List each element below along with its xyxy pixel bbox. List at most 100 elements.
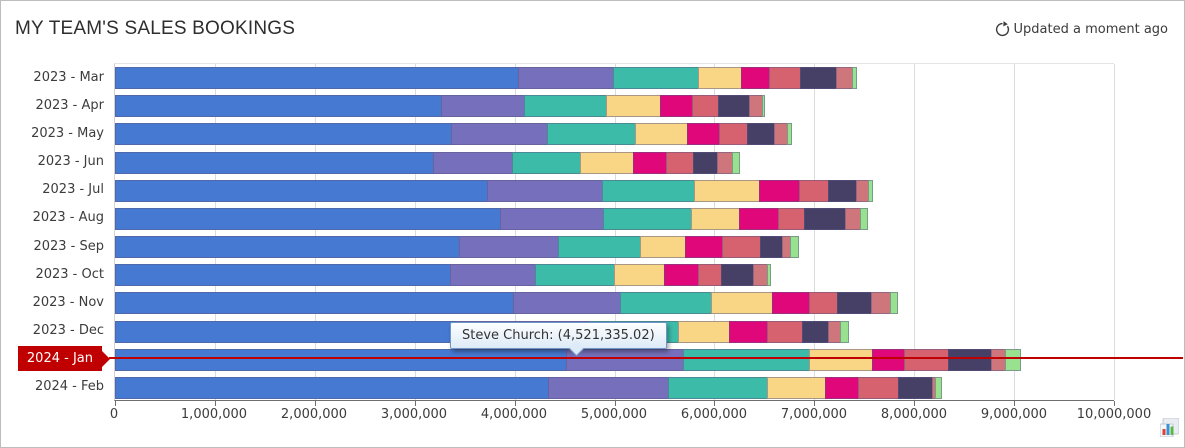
bar-segment[interactable] <box>845 207 862 230</box>
bar-segment[interactable] <box>840 320 850 343</box>
bar-segment[interactable] <box>666 151 695 174</box>
bar-segment[interactable] <box>739 207 780 230</box>
bar-segment[interactable] <box>620 292 713 315</box>
bar-segment[interactable] <box>640 236 687 259</box>
bar-segment[interactable] <box>767 264 772 287</box>
bar-segment[interactable] <box>802 320 830 343</box>
bar-segment[interactable] <box>718 95 751 118</box>
bar-segment[interactable] <box>890 292 899 315</box>
bar-segment[interactable] <box>432 151 513 174</box>
bar-segment[interactable] <box>935 376 943 399</box>
bar-segment[interactable] <box>721 264 755 287</box>
bar-segment[interactable] <box>635 123 689 146</box>
bar-segment[interactable] <box>762 95 766 118</box>
bar-segment[interactable] <box>664 264 700 287</box>
bar-segment[interactable] <box>837 292 873 315</box>
bar-segment[interactable] <box>601 179 696 202</box>
bar-segment[interactable] <box>440 95 525 118</box>
bar-segment[interactable] <box>772 292 811 315</box>
bar-segment[interactable] <box>579 151 635 174</box>
bar-segment[interactable] <box>828 179 858 202</box>
bar-chart-icon[interactable] <box>1159 417 1180 441</box>
bar-segment[interactable] <box>860 207 869 230</box>
bar-segment[interactable] <box>115 151 434 174</box>
bar-segment[interactable] <box>741 67 771 90</box>
refresh-icon[interactable] <box>994 21 1011 38</box>
bar-segment[interactable] <box>747 123 776 146</box>
bar-segment[interactable] <box>517 67 615 90</box>
bar-segment[interactable] <box>804 207 847 230</box>
bar-segment[interactable] <box>732 151 741 174</box>
bar-segment[interactable] <box>872 348 906 371</box>
bar-segment[interactable] <box>499 207 604 230</box>
bar-segment[interactable] <box>991 348 1007 371</box>
bar-segment[interactable] <box>760 236 784 259</box>
bar-segment[interactable] <box>687 123 721 146</box>
bar-segment[interactable] <box>115 95 442 118</box>
bar-segment[interactable] <box>836 67 854 90</box>
bar-segment[interactable] <box>557 236 642 259</box>
bar-segment[interactable] <box>115 264 451 287</box>
bar-segment[interactable] <box>523 95 608 118</box>
bar-segment[interactable] <box>668 376 769 399</box>
bar-segment[interactable] <box>809 292 839 315</box>
bar-segment[interactable] <box>769 67 802 90</box>
bar-segment[interactable] <box>602 207 693 230</box>
bar-segment[interactable] <box>698 67 743 90</box>
bar-segment[interactable] <box>458 236 559 259</box>
bar-segment[interactable] <box>115 67 519 90</box>
bar-segment[interactable] <box>774 123 789 146</box>
bar-segment[interactable] <box>613 67 700 90</box>
bar-segment[interactable] <box>753 264 769 287</box>
bar-segment[interactable] <box>825 376 860 399</box>
bar-segment[interactable] <box>547 376 670 399</box>
bar-segment[interactable] <box>799 179 830 202</box>
bar-segment[interactable] <box>115 348 567 371</box>
bar-segment[interactable] <box>948 348 993 371</box>
bar-segment[interactable] <box>115 320 457 343</box>
bar-segment[interactable] <box>534 264 616 287</box>
bar-segment[interactable] <box>692 95 720 118</box>
bar-segment[interactable] <box>711 292 774 315</box>
bar-segment[interactable] <box>898 376 934 399</box>
bar-segment[interactable] <box>685 236 724 259</box>
bar-segment[interactable] <box>871 292 892 315</box>
bar-segment[interactable] <box>450 123 548 146</box>
bar-segment[interactable] <box>633 151 668 174</box>
bar-segment[interactable] <box>115 179 488 202</box>
bar-segment[interactable] <box>694 179 761 202</box>
bar-segment[interactable] <box>511 151 581 174</box>
bar-segment[interactable] <box>691 207 741 230</box>
bar-segment[interactable] <box>512 292 622 315</box>
bar-segment[interactable] <box>767 320 804 343</box>
bar-segment[interactable] <box>115 376 549 399</box>
bar-segment[interactable] <box>660 95 694 118</box>
bar-segment[interactable] <box>678 320 731 343</box>
bar-segment[interactable] <box>693 151 719 174</box>
bar-segment[interactable] <box>719 123 749 146</box>
bar-segment[interactable] <box>115 123 452 146</box>
bar-segment[interactable] <box>698 264 723 287</box>
bar-segment[interactable] <box>800 67 838 90</box>
bar-segment[interactable] <box>115 236 460 259</box>
bar-segment[interactable] <box>115 292 514 315</box>
bar-segment[interactable] <box>606 95 662 118</box>
bar-segment[interactable] <box>1005 348 1022 371</box>
bar-segment[interactable] <box>904 348 950 371</box>
bar-segment[interactable] <box>767 376 827 399</box>
bar-segment[interactable] <box>682 348 811 371</box>
bar-segment[interactable] <box>778 207 806 230</box>
bar-segment[interactable] <box>486 179 603 202</box>
bar-segment[interactable] <box>787 123 793 146</box>
bar-segment[interactable] <box>809 348 874 371</box>
bar-segment[interactable] <box>868 179 874 202</box>
bar-segment[interactable] <box>614 264 666 287</box>
bar-segment[interactable] <box>759 179 801 202</box>
bar-segment[interactable] <box>449 264 536 287</box>
bar-segment[interactable] <box>790 236 800 259</box>
bar-segment[interactable] <box>115 207 501 230</box>
bar-segment[interactable] <box>858 376 900 399</box>
bar-segment[interactable] <box>852 67 858 90</box>
bar-segment[interactable] <box>546 123 637 146</box>
bar-segment[interactable] <box>565 348 684 371</box>
